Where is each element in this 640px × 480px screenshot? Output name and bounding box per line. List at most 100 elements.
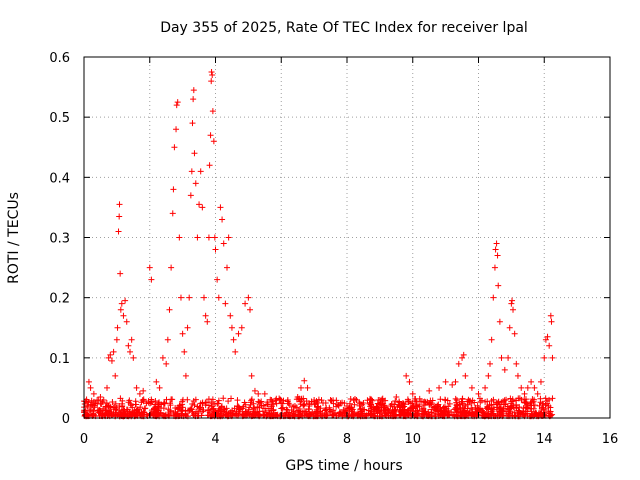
data-point-baseline [290, 411, 297, 418]
data-point [546, 342, 553, 349]
data-point [168, 264, 175, 271]
data-point-baseline [205, 406, 212, 413]
data-point [452, 378, 459, 385]
data-point [488, 336, 495, 343]
data-point-baseline [380, 406, 387, 413]
data-point-baseline [460, 407, 467, 414]
y-tick-label: 0.1 [49, 352, 70, 367]
data-point [190, 87, 197, 94]
data-point [531, 384, 538, 391]
data-point-baseline [248, 396, 255, 403]
data-point [182, 372, 189, 379]
data-point-baseline [118, 403, 125, 410]
data-point-baseline [524, 410, 531, 417]
data-point-baseline [135, 406, 142, 413]
data-point [426, 387, 433, 394]
chart-title: Day 355 of 2025, Rate Of TEC Index for r… [160, 20, 528, 36]
data-point [113, 336, 120, 343]
data-point-baseline [278, 405, 285, 412]
data-point-baseline [191, 402, 198, 409]
data-point-baseline [446, 400, 453, 407]
data-point-baseline [507, 395, 514, 402]
data-point-baseline [320, 399, 327, 406]
data-point [245, 294, 252, 301]
data-point-baseline [323, 405, 330, 412]
data-point [122, 297, 129, 304]
x-tick-label: 10 [404, 432, 421, 447]
data-point-baseline [341, 408, 348, 415]
data-point-baseline [155, 400, 162, 407]
data-point-baseline [117, 395, 124, 402]
data-point-baseline [225, 398, 232, 405]
data-point-baseline [380, 403, 387, 410]
data-point [171, 144, 178, 151]
data-point-baseline [312, 400, 319, 407]
data-point [230, 336, 237, 343]
data-point [304, 384, 311, 391]
data-point-baseline [430, 404, 437, 411]
data-point-baseline [307, 410, 314, 417]
x-axis-label: GPS time / hours [285, 458, 402, 474]
tick-layer: 0 2 4 6 8 10 12 14 16 0 0.1 0.2 0.3 0.4 0.5 0.6 [49, 51, 618, 447]
data-point-baseline [184, 396, 191, 403]
data-point-baseline [264, 399, 271, 406]
data-point-baseline [300, 402, 307, 409]
data-point [301, 377, 308, 384]
data-point [462, 372, 469, 379]
data-point-baseline [407, 405, 414, 412]
data-point-baseline [99, 408, 106, 415]
data-point-baseline [354, 410, 361, 417]
data-point-baseline [348, 405, 355, 412]
data-point [153, 378, 160, 385]
data-point-baseline [248, 397, 255, 404]
data-point-baseline [254, 403, 261, 410]
data-point [514, 372, 521, 379]
data-point-baseline [179, 404, 186, 411]
data-point-baseline [468, 400, 475, 407]
data-point-baseline [415, 410, 422, 417]
data-point-baseline [412, 398, 419, 405]
data-point-baseline [397, 409, 404, 416]
data-point-baseline [245, 410, 252, 417]
data-point [225, 234, 232, 241]
data-point [170, 186, 177, 193]
data-point-baseline [267, 396, 274, 403]
data-point [494, 252, 501, 259]
data-point-baseline [110, 404, 117, 411]
data-point-baseline [466, 409, 473, 416]
data-point [85, 378, 92, 385]
data-point [217, 204, 224, 211]
data-point [541, 354, 548, 361]
data-point-baseline [259, 408, 266, 415]
data-point [200, 294, 207, 301]
data-point [188, 168, 195, 175]
data-point [220, 240, 227, 247]
data-point-baseline [298, 396, 305, 403]
data-point-baseline [249, 411, 256, 418]
data-point [199, 204, 206, 211]
data-point-baseline [367, 395, 374, 402]
data-point-baseline [280, 397, 287, 404]
data-point [163, 360, 170, 367]
data-point-baseline [333, 397, 340, 404]
data-point [207, 132, 214, 139]
data-point-baseline [251, 404, 258, 411]
data-point-baseline [291, 403, 298, 410]
data-point [166, 306, 173, 313]
data-point-baseline [306, 403, 313, 410]
data-point-baseline [351, 396, 358, 403]
data-point-baseline [519, 410, 526, 417]
data-point [194, 234, 201, 241]
data-point-baseline [399, 404, 406, 411]
data-point-baseline [176, 402, 183, 409]
data-point-baseline [388, 401, 395, 408]
x-tick-label: 16 [602, 432, 619, 447]
data-point-baseline [382, 397, 389, 404]
data-point-baseline [323, 412, 330, 419]
data-point-baseline [374, 404, 381, 411]
data-point-baseline [437, 404, 444, 411]
y-tick-label: 0.5 [49, 111, 70, 126]
data-point [214, 276, 221, 283]
data-point-baseline [112, 400, 119, 407]
data-point-baseline [367, 403, 374, 410]
